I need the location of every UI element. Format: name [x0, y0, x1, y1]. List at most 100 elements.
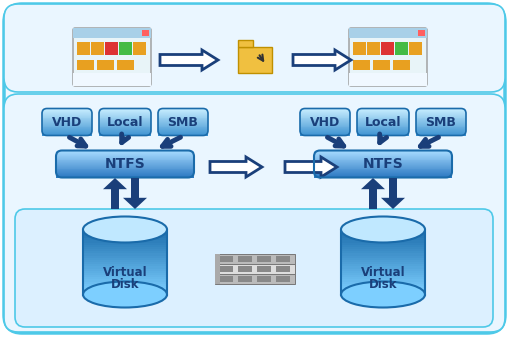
Bar [99, 125, 151, 126]
Bar [131, 178, 139, 198]
Bar [83, 247, 166, 249]
Bar [56, 158, 193, 159]
Bar [238, 256, 251, 262]
Bar [356, 110, 408, 111]
Bar [56, 168, 193, 170]
Bar [415, 130, 465, 131]
Bar [314, 167, 451, 168]
Bar [238, 47, 271, 73]
Bar [314, 159, 451, 160]
Bar [83, 240, 166, 243]
Polygon shape [160, 50, 217, 70]
Bar [314, 170, 451, 171]
Bar [56, 173, 193, 174]
Bar [341, 269, 424, 271]
Bar [83, 290, 166, 292]
Bar [42, 116, 92, 117]
Bar [56, 161, 193, 162]
Bar [341, 266, 424, 269]
Bar [257, 256, 270, 262]
Bar [91, 42, 104, 55]
Bar [99, 112, 151, 113]
Bar [341, 238, 424, 240]
Bar [314, 176, 451, 177]
Bar [341, 284, 424, 286]
Bar [415, 133, 465, 134]
Bar [356, 118, 408, 119]
Bar [415, 124, 465, 125]
Bar [341, 292, 424, 295]
Bar [83, 284, 166, 286]
Bar [56, 155, 193, 156]
Bar [299, 134, 349, 135]
Bar [83, 288, 166, 290]
Bar [275, 256, 290, 262]
Bar [42, 121, 92, 122]
Bar [372, 60, 390, 70]
Bar [42, 128, 92, 129]
Bar [314, 153, 451, 154]
Bar [299, 111, 349, 112]
Bar [257, 266, 270, 272]
Bar [215, 254, 219, 284]
Bar [158, 118, 208, 119]
Bar [341, 277, 424, 279]
Bar [341, 245, 424, 247]
Bar [366, 42, 379, 55]
Bar [42, 110, 92, 111]
Bar [97, 60, 115, 70]
Bar [408, 42, 421, 55]
Bar [218, 256, 233, 262]
Bar [314, 151, 451, 152]
Bar [83, 264, 166, 266]
Bar [341, 247, 424, 249]
Bar [415, 112, 465, 113]
Bar [356, 112, 408, 113]
Bar [83, 249, 166, 251]
Bar [415, 120, 465, 121]
Bar [356, 123, 408, 124]
FancyBboxPatch shape [348, 28, 426, 86]
Bar [99, 124, 151, 125]
Bar [83, 271, 166, 273]
Bar [415, 118, 465, 119]
Bar [158, 133, 208, 134]
Bar [415, 125, 465, 126]
Bar [299, 125, 349, 126]
Bar [83, 236, 166, 238]
Bar [341, 236, 424, 238]
Bar [111, 189, 119, 209]
Bar [348, 28, 426, 38]
Bar [415, 131, 465, 132]
Bar [415, 132, 465, 133]
Bar [158, 113, 208, 114]
Bar [99, 109, 151, 110]
Bar [356, 129, 408, 130]
Bar [215, 264, 294, 274]
Bar [105, 42, 118, 55]
Bar [99, 122, 151, 123]
Bar [415, 122, 465, 123]
Bar [117, 60, 134, 70]
Bar [356, 122, 408, 123]
Bar [73, 28, 151, 38]
Bar [215, 274, 294, 284]
Bar [356, 134, 408, 135]
Bar [83, 229, 166, 232]
Bar [352, 60, 370, 70]
Bar [83, 266, 166, 269]
Bar [83, 292, 166, 295]
Bar [314, 166, 451, 167]
Bar [158, 110, 208, 111]
Bar [83, 277, 166, 279]
Bar [341, 243, 424, 245]
Bar [218, 266, 233, 272]
Bar [83, 245, 166, 247]
Bar [99, 113, 151, 114]
Bar [415, 111, 465, 112]
Bar [42, 112, 92, 113]
Bar [56, 166, 193, 167]
Bar [356, 124, 408, 125]
Bar [158, 119, 208, 120]
Bar [275, 276, 290, 282]
